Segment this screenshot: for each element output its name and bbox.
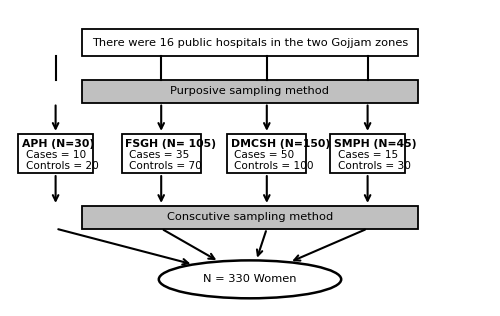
FancyBboxPatch shape: [122, 134, 201, 173]
Text: DMCSH (N=150): DMCSH (N=150): [230, 139, 330, 149]
FancyBboxPatch shape: [82, 29, 418, 56]
Text: Controls = 20: Controls = 20: [26, 161, 99, 171]
Text: Cases = 35: Cases = 35: [129, 150, 189, 160]
Text: FSGH (N= 105): FSGH (N= 105): [125, 139, 216, 149]
Text: Controls = 100: Controls = 100: [234, 161, 314, 171]
Text: N = 330 Women: N = 330 Women: [203, 274, 297, 284]
Text: Controls = 30: Controls = 30: [338, 161, 410, 171]
Text: Cases = 15: Cases = 15: [338, 150, 398, 160]
FancyBboxPatch shape: [330, 134, 405, 173]
Text: Conscutive sampling method: Conscutive sampling method: [167, 212, 333, 222]
Text: There were 16 public hospitals in the two Gojjam zones: There were 16 public hospitals in the tw…: [92, 38, 408, 48]
FancyBboxPatch shape: [18, 134, 93, 173]
FancyBboxPatch shape: [82, 206, 418, 228]
Ellipse shape: [159, 260, 341, 298]
Text: Purposive sampling method: Purposive sampling method: [170, 86, 330, 96]
Text: Cases = 10: Cases = 10: [26, 150, 86, 160]
FancyBboxPatch shape: [82, 80, 418, 103]
Text: SMPH (N=45): SMPH (N=45): [334, 139, 416, 149]
FancyBboxPatch shape: [227, 134, 306, 173]
Text: Controls = 70: Controls = 70: [129, 161, 202, 171]
Text: Cases = 50: Cases = 50: [234, 150, 294, 160]
Text: APH (N=30): APH (N=30): [22, 139, 94, 149]
